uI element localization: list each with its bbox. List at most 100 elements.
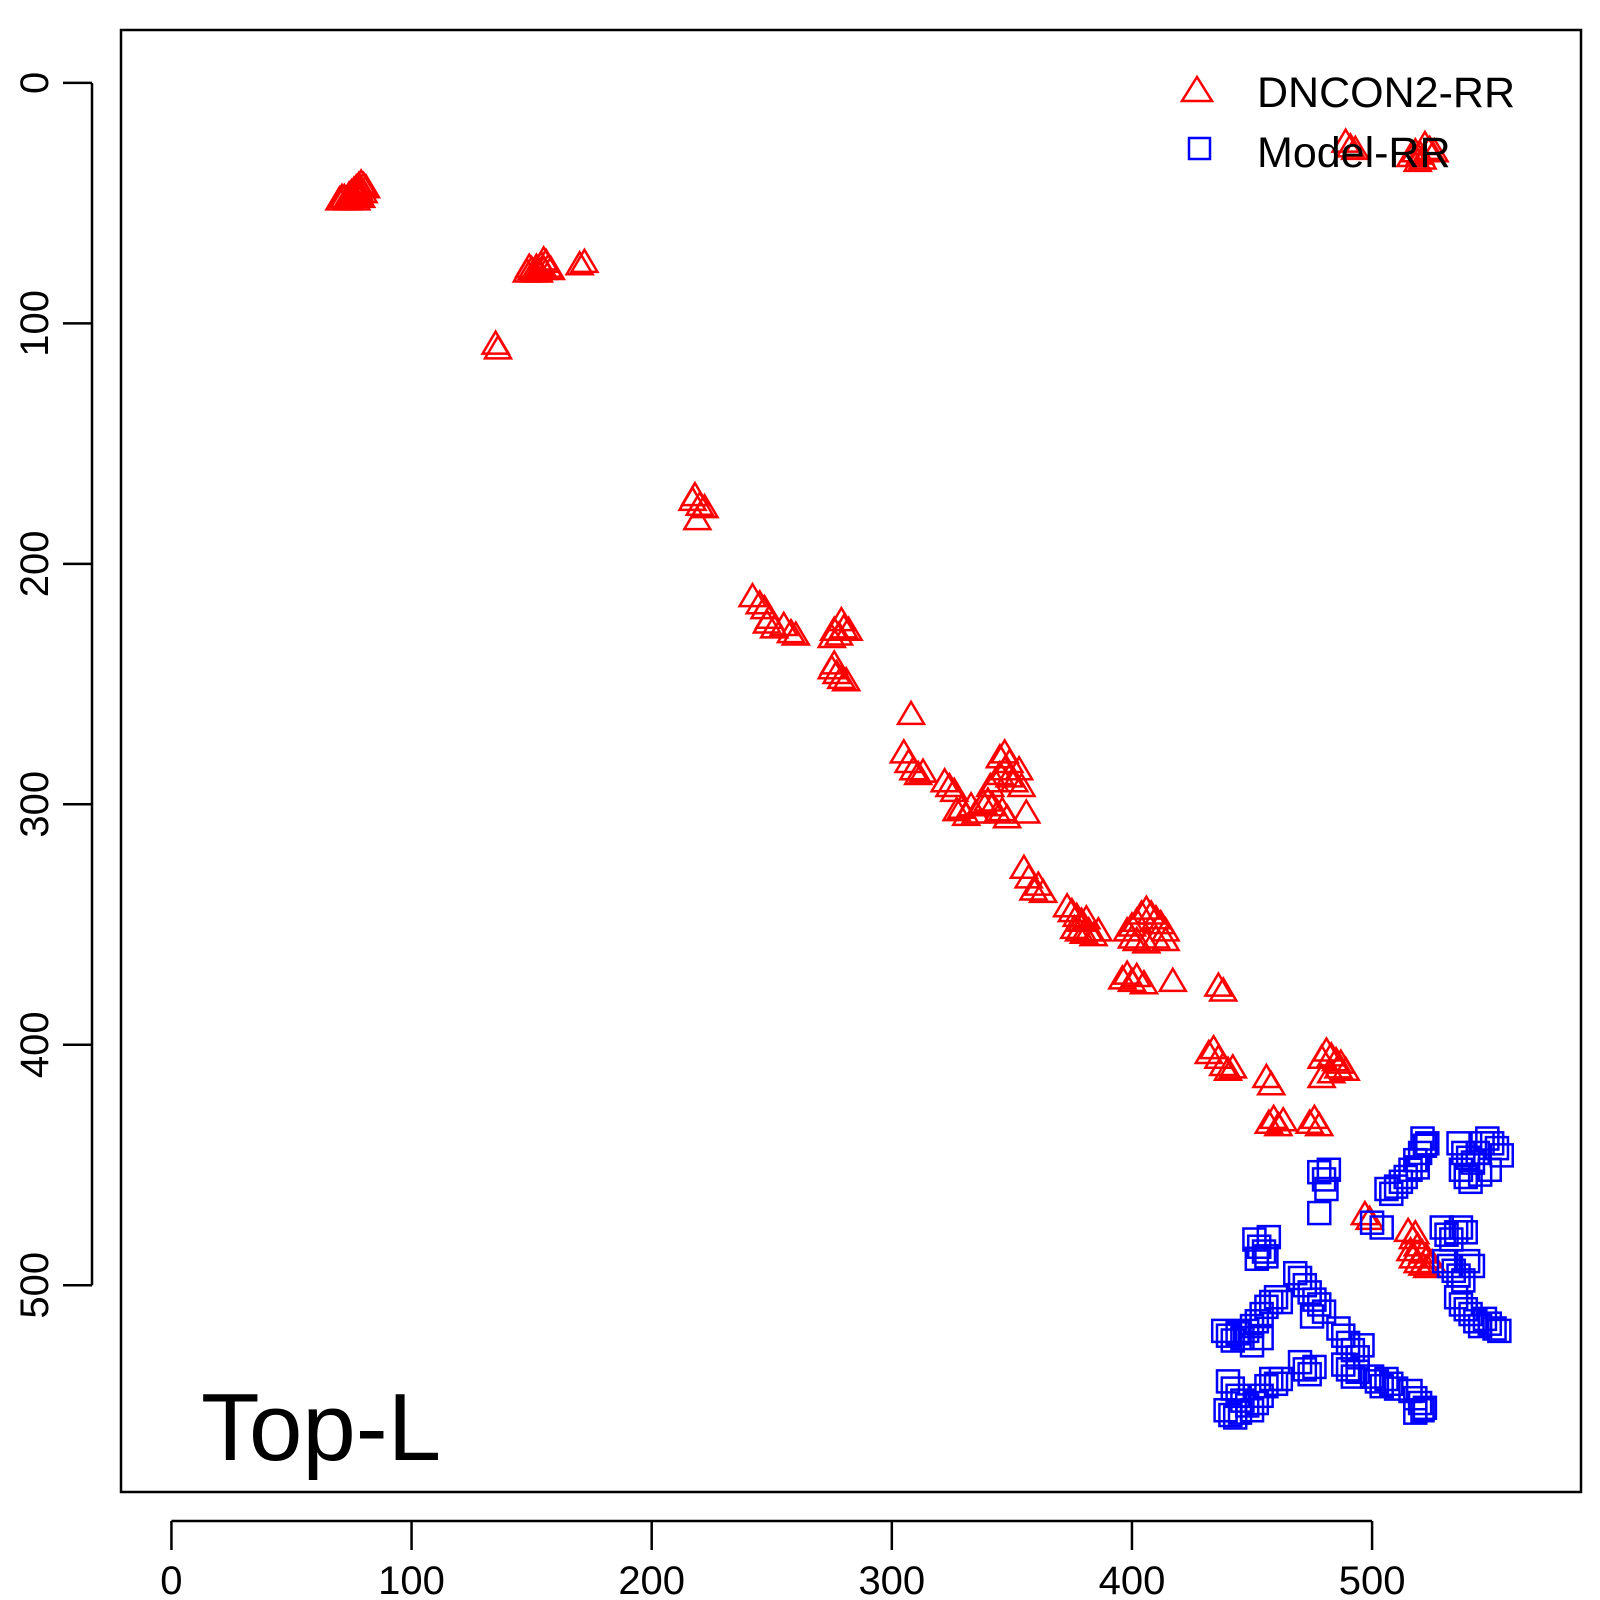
point-dncon2-rr	[1311, 1036, 1342, 1062]
point-model-rr	[1374, 1366, 1399, 1392]
point-dncon2-rr	[1131, 894, 1162, 920]
point-model-rr	[1403, 1400, 1428, 1425]
point-model-rr	[1268, 1366, 1294, 1392]
point-model-rr	[1446, 1131, 1471, 1156]
point-dncon2-rr	[1121, 925, 1152, 952]
point-dncon2-rr	[1131, 927, 1162, 954]
point-dncon2-rr	[1203, 971, 1234, 997]
y-tick-label: 0	[13, 72, 57, 94]
point-model-rr	[1455, 1248, 1481, 1274]
point-dncon2-rr	[972, 786, 1004, 812]
point-model-rr	[1263, 1284, 1289, 1310]
point-model-rr	[1210, 1318, 1236, 1344]
point-model-rr	[1359, 1364, 1385, 1389]
point-dncon2-rr	[768, 610, 799, 637]
point-model-rr	[1467, 1313, 1493, 1339]
point-model-rr	[1410, 1126, 1435, 1151]
legend-label-dncon2-rr: DNCON2-RR	[1257, 69, 1515, 117]
point-dncon2-rr	[1407, 143, 1438, 170]
plot-frame	[119, 28, 1583, 1494]
point-dncon2-rr	[1316, 1057, 1347, 1084]
point-dncon2-rr	[1304, 1110, 1335, 1137]
point-dncon2-rr	[744, 588, 775, 615]
x-tick-label: 0	[160, 1559, 182, 1600]
point-dncon2-rr	[1217, 1052, 1248, 1079]
point-dncon2-rr	[1402, 146, 1433, 173]
point-dncon2-rr	[898, 754, 929, 781]
point-model-rr	[1441, 1258, 1466, 1284]
point-model-rr	[1448, 1292, 1474, 1317]
point-model-rr	[1244, 1246, 1270, 1272]
point-dncon2-rr	[780, 620, 811, 646]
point-model-rr	[1227, 1400, 1253, 1425]
point-dncon2-rr	[336, 180, 367, 206]
point-model-rr	[1268, 1289, 1294, 1315]
point-model-rr	[1350, 1333, 1375, 1358]
point-dncon2-rr	[564, 249, 595, 276]
point-dncon2-rr	[528, 254, 559, 281]
point-dncon2-rr	[991, 802, 1023, 829]
point-model-rr	[1345, 1359, 1370, 1385]
point-model-rr	[1218, 1402, 1243, 1428]
point-model-rr	[1251, 1239, 1277, 1264]
legend: DNCON2-RR Model-RR	[1179, 69, 1515, 177]
point-dncon2-rr	[1121, 961, 1152, 988]
point-dncon2-rr	[1330, 1055, 1361, 1082]
y-tick-label: 300	[13, 771, 57, 838]
point-dncon2-rr	[1256, 1069, 1287, 1096]
point-model-rr	[1292, 1272, 1318, 1298]
point-dncon2-rr	[819, 648, 850, 675]
point-dncon2-rr	[1140, 903, 1172, 930]
point-model-rr	[1263, 1371, 1289, 1397]
point-dncon2-rr	[523, 257, 555, 283]
point-dncon2-rr	[1395, 1235, 1426, 1262]
point-dncon2-rr	[1140, 923, 1172, 949]
point-dncon2-rr	[826, 663, 857, 690]
point-dncon2-rr	[1349, 1199, 1381, 1226]
point-model-rr	[1213, 1397, 1238, 1423]
point-model-rr	[1463, 1309, 1488, 1334]
point-dncon2-rr	[967, 788, 999, 815]
point-model-rr	[1434, 1222, 1459, 1247]
point-model-rr	[1436, 1253, 1462, 1279]
point-dncon2-rr	[1157, 966, 1188, 993]
point-dncon2-rr	[775, 617, 807, 644]
data-points	[324, 127, 1515, 1430]
point-dncon2-rr	[1011, 798, 1042, 824]
point-dncon2-rr	[1023, 870, 1054, 896]
legend-marker-model-rr	[1187, 136, 1212, 161]
point-model-rr	[1379, 1371, 1404, 1397]
x-tick-label: 300	[858, 1559, 925, 1600]
point-model-rr	[1431, 1248, 1457, 1274]
point-model-rr	[1215, 1323, 1241, 1348]
point-model-rr	[1398, 1157, 1423, 1183]
point-model-rr	[1244, 1390, 1270, 1416]
point-model-rr	[1364, 1369, 1390, 1394]
point-model-rr	[1287, 1265, 1313, 1291]
point-dncon2-rr	[1306, 1062, 1337, 1089]
point-dncon2-rr	[1061, 901, 1092, 928]
point-model-rr	[1244, 1309, 1270, 1334]
y-tick-label: 200	[13, 530, 57, 597]
point-model-rr	[1258, 1366, 1284, 1392]
point-model-rr	[1410, 1397, 1435, 1423]
point-model-rr	[1292, 1357, 1318, 1382]
point-model-rr	[1383, 1376, 1409, 1401]
panel-label: Top-L	[201, 1374, 441, 1481]
point-model-rr	[1239, 1333, 1265, 1358]
point-model-rr	[1331, 1323, 1356, 1348]
y-tick-label: 500	[13, 1252, 57, 1319]
point-model-rr	[1326, 1316, 1351, 1341]
point-model-rr	[1316, 1157, 1342, 1183]
point-dncon2-rr	[343, 175, 374, 201]
point-model-rr	[1415, 1131, 1440, 1156]
point-model-rr	[1302, 1354, 1327, 1380]
point-model-rr	[1477, 1311, 1502, 1336]
point-model-rr	[1453, 1164, 1478, 1190]
point-model-rr	[1407, 1140, 1433, 1166]
point-dncon2-rr	[903, 759, 934, 786]
point-model-rr	[1222, 1405, 1248, 1430]
point-dncon2-rr	[833, 615, 864, 641]
point-dncon2-rr	[907, 757, 939, 783]
